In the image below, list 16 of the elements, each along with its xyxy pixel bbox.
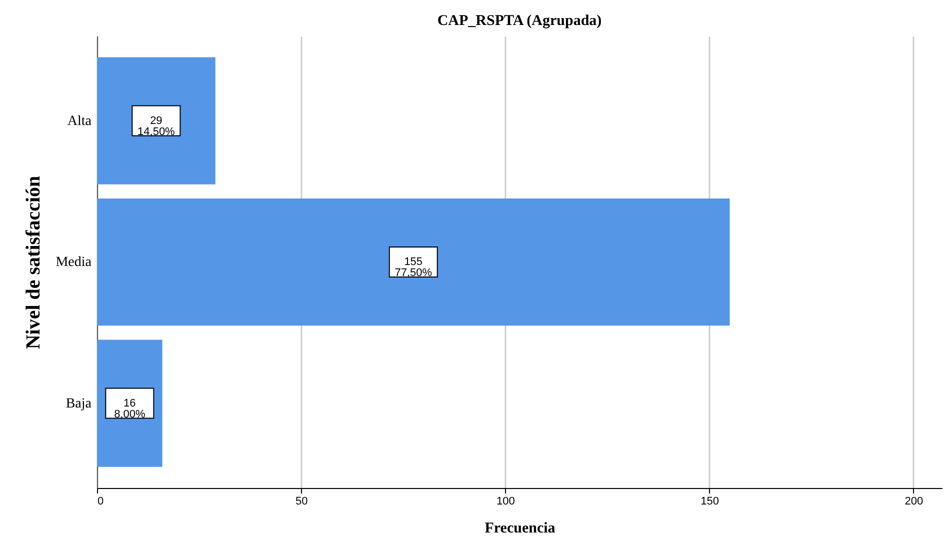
bar [97, 57, 216, 184]
x-axis-title: Frecuencia [484, 520, 556, 536]
y-axis-title: Nivel de satisfacción [22, 176, 45, 350]
y-tick-label: Media [56, 255, 92, 270]
data-label: 16 8,00% [114, 397, 146, 420]
chart-title: CAP_RSPTA (Agrupada) [437, 13, 602, 29]
y-tick-label: Alta [67, 114, 92, 129]
bar [97, 198, 730, 326]
x-tick-label: 50 [295, 496, 308, 508]
x-tick-label: 150 [700, 496, 719, 508]
x-tick-label: 200 [904, 496, 924, 508]
y-tick-label: Baja [66, 396, 92, 412]
data-label: 155 77,50% [394, 256, 432, 279]
x-tick-label: 100 [496, 496, 515, 508]
x-tick-label: 0 [98, 496, 104, 508]
data-label: 29 14,50% [138, 114, 176, 138]
